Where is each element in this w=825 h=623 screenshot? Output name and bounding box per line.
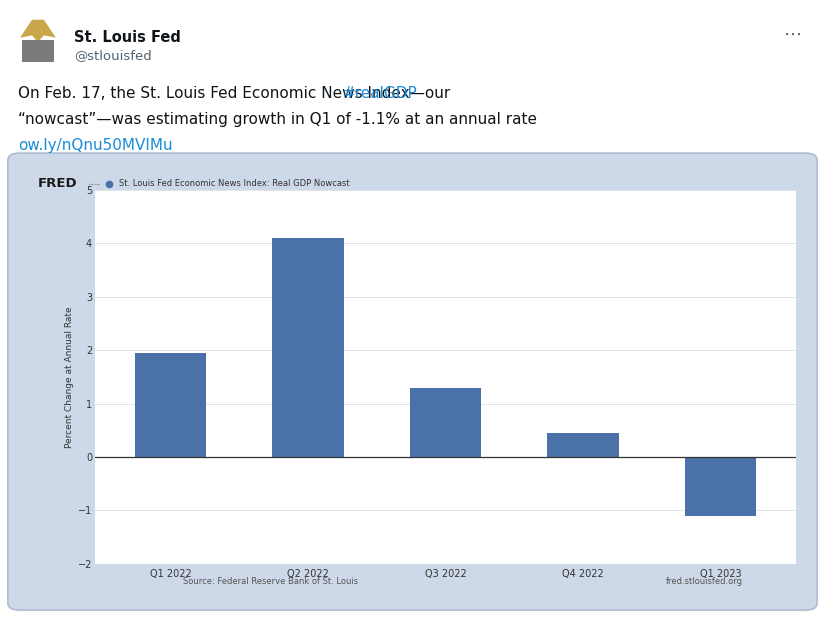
Bar <box>547 433 619 457</box>
Bar <box>272 238 344 457</box>
Text: On Feb. 17, the St. Louis Fed Economic News Index—our: On Feb. 17, the St. Louis Fed Economic N… <box>18 86 455 101</box>
Bar <box>410 388 481 457</box>
Text: FRED: FRED <box>38 177 78 190</box>
FancyBboxPatch shape <box>8 153 817 610</box>
Bar <box>22 40 54 62</box>
Y-axis label: Percent Change at Annual Rate: Percent Change at Annual Rate <box>64 306 73 448</box>
Text: ⋯: ⋯ <box>784 26 802 44</box>
Text: St. Louis Fed Economic News Index: Real GDP Nowcast: St. Louis Fed Economic News Index: Real … <box>119 179 350 188</box>
Bar <box>134 353 206 457</box>
Polygon shape <box>20 20 56 42</box>
Text: ∼∼: ∼∼ <box>87 180 101 189</box>
Text: @stlouisfed: @stlouisfed <box>74 49 152 62</box>
Bar <box>685 457 757 516</box>
Text: Source: Federal Reserve Bank of St. Louis: Source: Federal Reserve Bank of St. Loui… <box>183 577 358 586</box>
Text: #realGDP: #realGDP <box>343 86 418 101</box>
Text: St. Louis Fed: St. Louis Fed <box>74 30 182 45</box>
Text: ow.ly/nQnu50MVIMu: ow.ly/nQnu50MVIMu <box>18 138 172 153</box>
Text: “nowcast”—was estimating growth in Q1 of -1.1% at an annual rate: “nowcast”—was estimating growth in Q1 of… <box>18 112 537 127</box>
Text: fred.stlouisfed.org: fred.stlouisfed.org <box>666 577 743 586</box>
